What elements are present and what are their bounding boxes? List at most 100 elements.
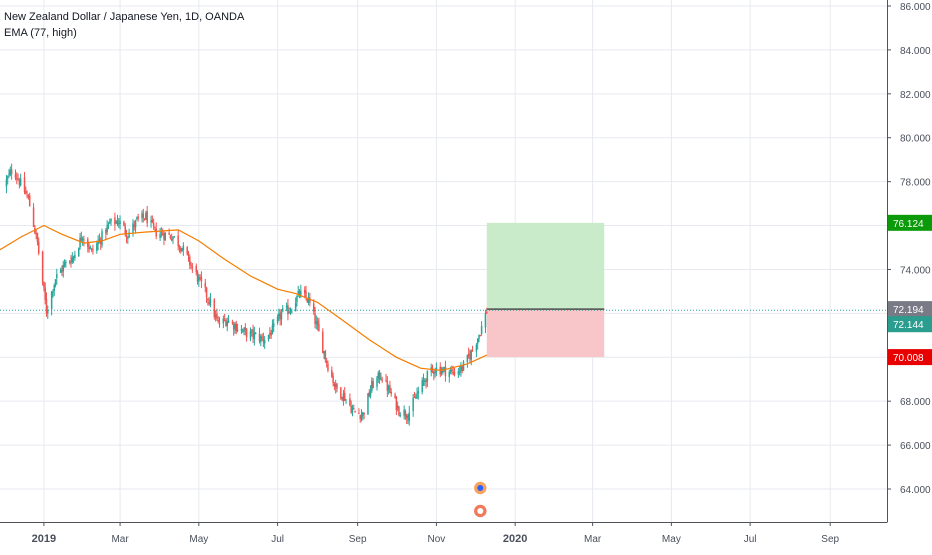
candle-body[interactable] xyxy=(300,290,302,297)
candle-body[interactable] xyxy=(462,361,465,371)
candle-body[interactable] xyxy=(110,218,112,222)
candle-body[interactable] xyxy=(448,371,451,378)
candle-body[interactable] xyxy=(44,287,46,300)
candle-body[interactable] xyxy=(244,327,247,330)
candle-body[interactable] xyxy=(404,411,407,417)
loss-zone[interactable] xyxy=(486,309,605,358)
candle-body[interactable] xyxy=(218,323,221,325)
candle-body[interactable] xyxy=(169,235,172,239)
candle-body[interactable] xyxy=(68,261,71,263)
candle-body[interactable] xyxy=(205,287,208,298)
candle-body[interactable] xyxy=(451,369,453,371)
candle-body[interactable] xyxy=(363,413,365,415)
candle-body[interactable] xyxy=(387,386,390,391)
candle-body[interactable] xyxy=(425,379,427,383)
candle-body[interactable] xyxy=(6,176,9,179)
candle-body[interactable] xyxy=(163,234,165,240)
candle-body[interactable] xyxy=(14,174,17,178)
candle-body[interactable] xyxy=(449,370,452,372)
candle-body[interactable] xyxy=(258,333,261,342)
candle-body[interactable] xyxy=(396,405,399,409)
candle-body[interactable] xyxy=(74,254,76,259)
candle-body[interactable] xyxy=(315,321,318,324)
candle-body[interactable] xyxy=(458,371,461,373)
candle-body[interactable] xyxy=(368,392,371,397)
candle-body[interactable] xyxy=(263,340,266,344)
candle-body[interactable] xyxy=(399,414,401,416)
candle-body[interactable] xyxy=(358,413,360,415)
candle-body[interactable] xyxy=(71,257,74,262)
candle-body[interactable] xyxy=(380,378,382,380)
candle-body[interactable] xyxy=(52,292,54,294)
candle-body[interactable] xyxy=(362,412,364,416)
candle-body[interactable] xyxy=(288,312,290,314)
candle-body[interactable] xyxy=(56,274,58,279)
candle-body[interactable] xyxy=(269,333,271,335)
candle-body[interactable] xyxy=(327,363,329,371)
candle-body[interactable] xyxy=(65,261,67,264)
candle-body[interactable] xyxy=(124,226,126,234)
candle-body[interactable] xyxy=(261,336,263,339)
candle-body[interactable] xyxy=(37,241,40,254)
candle-body[interactable] xyxy=(471,350,474,352)
candle-body[interactable] xyxy=(143,218,146,220)
candle-body[interactable] xyxy=(177,235,179,247)
candle-body[interactable] xyxy=(412,397,414,411)
candle-body[interactable] xyxy=(134,220,137,228)
candle-body[interactable] xyxy=(32,207,35,228)
candle-body[interactable] xyxy=(160,232,163,234)
candle-body[interactable] xyxy=(249,331,252,339)
candle-body[interactable] xyxy=(243,328,245,332)
candle-body[interactable] xyxy=(467,353,470,356)
candle-body[interactable] xyxy=(345,399,347,401)
candle-body[interactable] xyxy=(254,333,257,335)
candle-body[interactable] xyxy=(136,217,138,220)
candle-body[interactable] xyxy=(145,212,147,220)
candle-body[interactable] xyxy=(279,313,281,320)
profit-zone[interactable] xyxy=(486,222,605,310)
candle-body[interactable] xyxy=(35,232,37,234)
candle-body[interactable] xyxy=(390,391,392,394)
candle-body[interactable] xyxy=(444,366,447,377)
candle-body[interactable] xyxy=(118,223,120,225)
candle-body[interactable] xyxy=(381,379,383,381)
candle-body[interactable] xyxy=(460,365,462,372)
candle-body[interactable] xyxy=(240,329,243,331)
candle-body[interactable] xyxy=(222,318,225,324)
candle-body[interactable] xyxy=(63,263,66,267)
candle-body[interactable] xyxy=(10,169,13,175)
candle-body[interactable] xyxy=(101,231,103,246)
candle-body[interactable] xyxy=(189,256,191,265)
candle-body[interactable] xyxy=(267,334,270,340)
candle-body[interactable] xyxy=(28,195,31,207)
candle-body[interactable] xyxy=(421,380,423,392)
candle-body[interactable] xyxy=(395,396,398,411)
candle-body[interactable] xyxy=(106,225,108,232)
candle-body[interactable] xyxy=(128,232,130,238)
candle-body[interactable] xyxy=(354,410,356,413)
candle-body[interactable] xyxy=(359,415,361,420)
candle-body[interactable] xyxy=(340,387,342,399)
candle-body[interactable] xyxy=(386,381,389,391)
candle-body[interactable] xyxy=(476,338,479,344)
candle-body[interactable] xyxy=(245,328,248,338)
candle-body[interactable] xyxy=(316,320,319,325)
candle-body[interactable] xyxy=(98,239,101,242)
candle-body[interactable] xyxy=(72,256,75,258)
candle-body[interactable] xyxy=(312,303,315,312)
candle-body[interactable] xyxy=(53,285,55,291)
candle-body[interactable] xyxy=(196,272,199,282)
candle-body[interactable] xyxy=(173,236,176,238)
candle-body[interactable] xyxy=(452,372,454,374)
candle-body[interactable] xyxy=(132,223,134,233)
candle-body[interactable] xyxy=(291,311,293,313)
candle-body[interactable] xyxy=(195,265,198,273)
candle-body[interactable] xyxy=(133,224,136,227)
candle-body[interactable] xyxy=(107,223,110,225)
candle-body[interactable] xyxy=(172,236,174,240)
candle-body[interactable] xyxy=(294,303,297,312)
candle-body[interactable] xyxy=(178,246,181,248)
candle-body[interactable] xyxy=(331,370,333,377)
candle-body[interactable] xyxy=(461,366,463,371)
candle-body[interactable] xyxy=(324,350,327,360)
